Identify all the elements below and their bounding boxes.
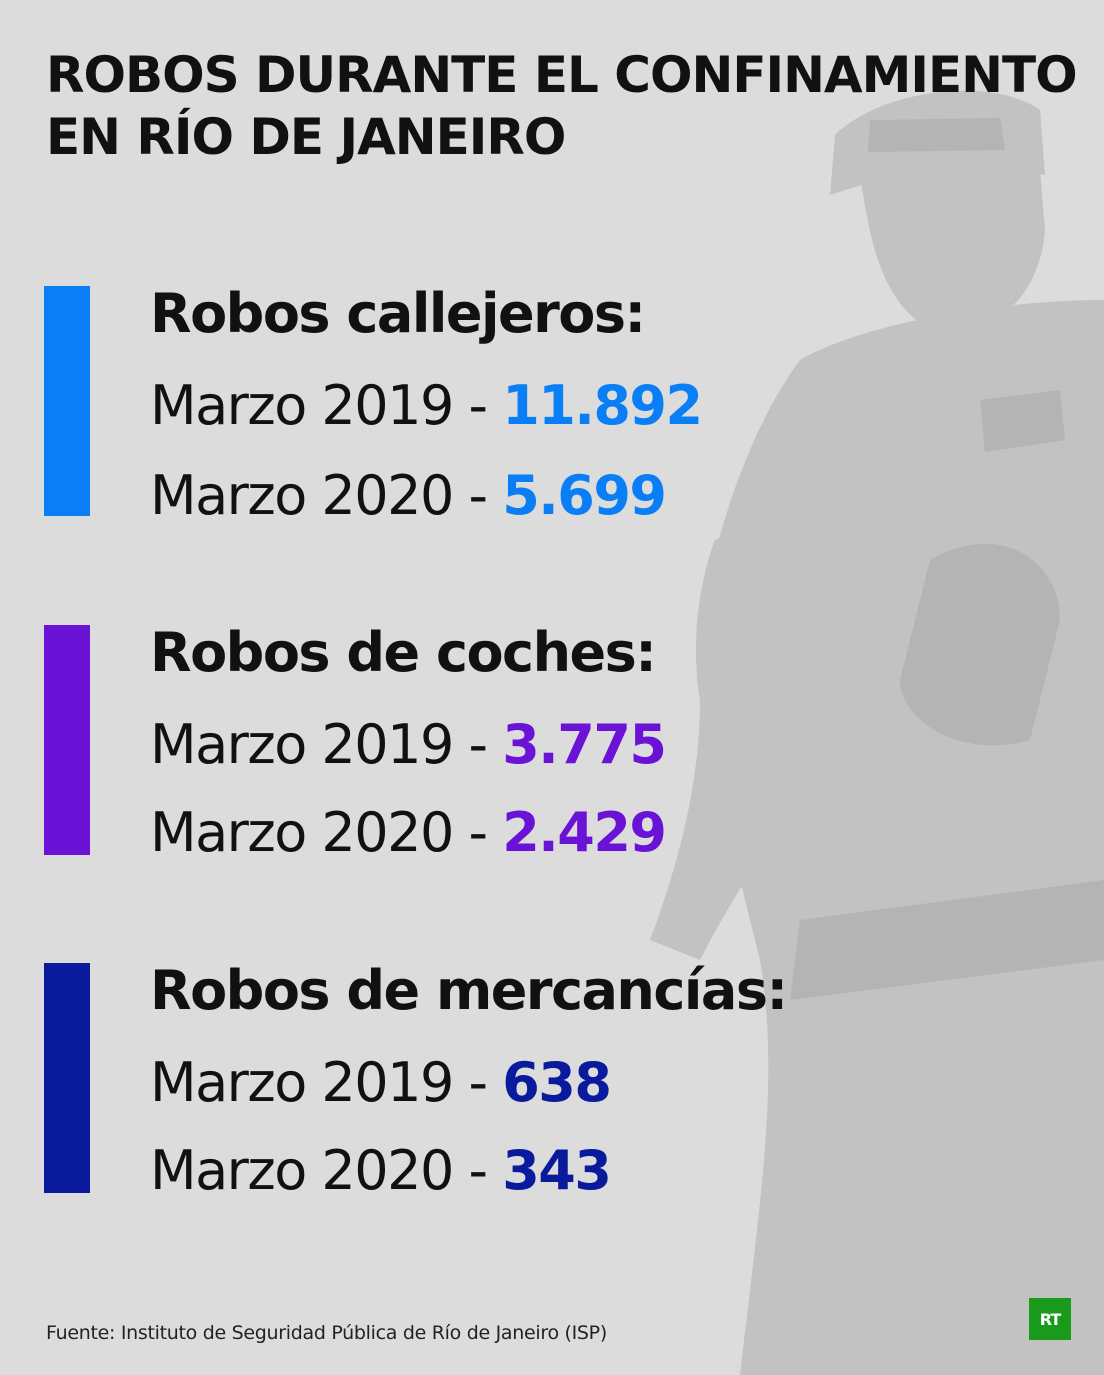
section-heading: Robos de mercancías:: [150, 959, 788, 1022]
stat-value: 5.699: [502, 464, 667, 527]
stat-row-2020: Marzo 2020 - 2.429: [150, 805, 667, 861]
section-accent-bar: [44, 963, 90, 1193]
stat-label: Marzo 2020: [150, 1139, 454, 1202]
stat-separator: -: [452, 1139, 503, 1202]
stat-label: Marzo 2019: [150, 1051, 454, 1114]
source-note: Fuente: Instituto de Seguridad Pública d…: [46, 1322, 607, 1344]
stat-separator: -: [452, 374, 503, 437]
section-accent-bar: [44, 286, 90, 516]
stat-separator: -: [452, 1051, 503, 1114]
stat-value: 3.775: [502, 713, 667, 776]
stat-value: 2.429: [502, 801, 667, 864]
rt-logo-text: RT: [1039, 1309, 1061, 1329]
stat-value: 343: [502, 1139, 612, 1202]
section-heading: Robos callejeros:: [150, 282, 646, 345]
stat-separator: -: [452, 464, 503, 527]
stat-row-2019: Marzo 2019 - 638: [150, 1055, 612, 1111]
stat-row-2019: Marzo 2019 - 3.775: [150, 717, 667, 773]
stat-label: Marzo 2019: [150, 713, 454, 776]
stat-row-2020: Marzo 2020 - 343: [150, 1143, 612, 1199]
stat-separator: -: [452, 713, 503, 776]
stat-label: Marzo 2020: [150, 464, 454, 527]
rt-logo: RT: [1029, 1298, 1071, 1340]
stat-row-2020: Marzo 2020 - 5.699: [150, 468, 667, 524]
page-title: ROBOS DURANTE EL CONFINAMIENTO EN RÍO DE…: [46, 44, 1078, 168]
title-line-2: EN RÍO DE JANEIRO: [46, 108, 566, 166]
section-accent-bar: [44, 625, 90, 855]
stat-label: Marzo 2020: [150, 801, 454, 864]
stat-row-2019: Marzo 2019 - 11.892: [150, 378, 703, 434]
stat-separator: -: [452, 801, 503, 864]
stat-value: 11.892: [502, 374, 703, 437]
stat-label: Marzo 2019: [150, 374, 454, 437]
title-line-1: ROBOS DURANTE EL CONFINAMIENTO: [46, 46, 1078, 104]
section-heading: Robos de coches:: [150, 621, 657, 684]
stat-value: 638: [502, 1051, 612, 1114]
